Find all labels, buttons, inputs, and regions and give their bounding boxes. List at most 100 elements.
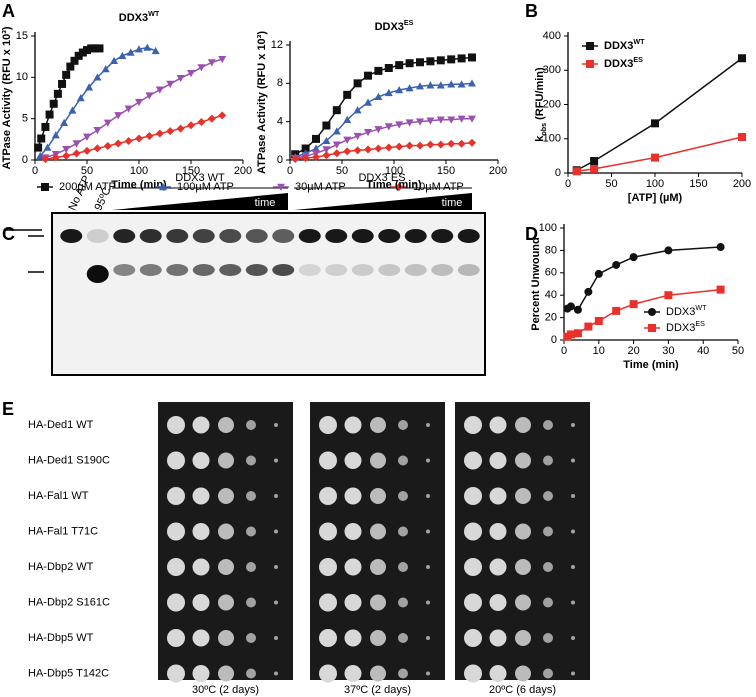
colony-spot: [192, 487, 210, 505]
legend-label: 30µM ATP: [295, 181, 346, 193]
marker: [83, 133, 91, 141]
colony-spot: [218, 523, 234, 540]
marker: [457, 54, 466, 63]
legend-label-part: 30µM ATP: [295, 181, 346, 193]
marker: [584, 322, 593, 331]
gel-band: [457, 264, 480, 276]
marker: [353, 132, 362, 141]
y-axis-label-part: ATPase Activity (RFU x 10³): [1, 26, 13, 169]
x-tick-label: 50: [336, 165, 348, 177]
legend-label-part: WT: [695, 304, 707, 312]
chart-title-part: ES: [404, 19, 414, 27]
marker: [629, 253, 638, 262]
panel-label: E: [2, 399, 14, 419]
marker: [436, 140, 445, 149]
marker: [364, 71, 372, 80]
marker: [374, 66, 383, 75]
colony-spot: [515, 523, 531, 540]
colony-spot: [515, 665, 531, 682]
marker: [664, 246, 673, 255]
marker: [332, 141, 341, 149]
colony-spot: [464, 416, 482, 434]
marker: [457, 80, 466, 88]
series-line: [576, 57, 743, 171]
colony-spot: [426, 458, 430, 463]
series-line: [576, 136, 743, 173]
marker: [426, 140, 435, 149]
marker: [468, 138, 476, 147]
colony-spot: [515, 594, 531, 611]
marker: [629, 300, 638, 309]
colony-spot: [246, 562, 256, 572]
marker: [416, 58, 424, 67]
legend-label-part: ES: [695, 320, 705, 328]
marker: [85, 83, 94, 91]
marker: [322, 151, 331, 160]
marker: [53, 89, 62, 98]
y-tick-label: 100: [543, 133, 561, 145]
colony-spot: [571, 494, 575, 498]
x-tick-label: 50: [605, 178, 617, 190]
series-line: [45, 114, 223, 160]
y-tick-label: 200: [543, 98, 561, 110]
colony-spot: [246, 491, 256, 501]
marker: [78, 48, 87, 57]
colony-spot: [192, 665, 210, 682]
colony-spot: [319, 416, 337, 434]
marker: [343, 147, 352, 156]
x-axis-label: Time (min): [111, 179, 167, 191]
marker: [124, 105, 133, 113]
colony-spot: [319, 558, 337, 576]
colony-spot: [344, 629, 362, 647]
marker: [395, 61, 404, 70]
colony-spot: [543, 668, 553, 679]
colony-spot: [192, 594, 210, 611]
colony-spot: [398, 668, 408, 679]
y-tick-label: 0: [551, 334, 557, 346]
ramp-label: time: [442, 197, 463, 209]
legend-label: DDX3WT: [604, 38, 645, 52]
x-tick-label: 150: [689, 178, 707, 190]
marker: [135, 98, 143, 107]
strain-label: HA-Dbp5 T142C: [28, 667, 109, 679]
colony-spot: [344, 558, 362, 576]
gel-band: [166, 229, 189, 243]
marker: [468, 53, 476, 62]
colony-spot: [489, 487, 507, 505]
strain-label: HA-Dbp2 S161C: [28, 596, 110, 608]
colony-spot: [571, 600, 575, 605]
colony-spot: [571, 671, 575, 676]
marker: [566, 330, 575, 339]
marker: [118, 51, 127, 60]
y-tick-label: 8: [277, 77, 283, 89]
colony-spot: [426, 600, 430, 605]
marker: [573, 305, 582, 314]
colony-spot: [246, 668, 256, 679]
marker: [72, 149, 81, 158]
marker: [197, 117, 206, 126]
y-tick-label: 12: [271, 39, 283, 51]
marker: [91, 44, 100, 53]
y-axis-label: Percent Unwound: [530, 237, 542, 331]
marker: [384, 64, 393, 72]
marker: [573, 329, 582, 338]
colony-spot: [543, 597, 553, 608]
x-tick-label: 30: [662, 345, 674, 357]
chart-title-part: DDX3: [119, 12, 148, 24]
marker: [62, 70, 71, 79]
legend-label: 10µM ATP: [413, 181, 464, 193]
marker: [405, 119, 414, 127]
marker: [395, 121, 404, 129]
gel-band: [325, 229, 348, 243]
marker: [49, 99, 58, 108]
x-tick-label: 100: [646, 178, 664, 190]
marker: [436, 81, 445, 89]
marker: [353, 106, 362, 114]
gel-band: [378, 264, 401, 276]
marker: [312, 134, 320, 143]
marker: [447, 116, 456, 124]
y-tick-label: 4: [277, 116, 283, 128]
marker: [426, 81, 435, 89]
colony-spot: [274, 494, 278, 498]
marker: [343, 136, 352, 144]
